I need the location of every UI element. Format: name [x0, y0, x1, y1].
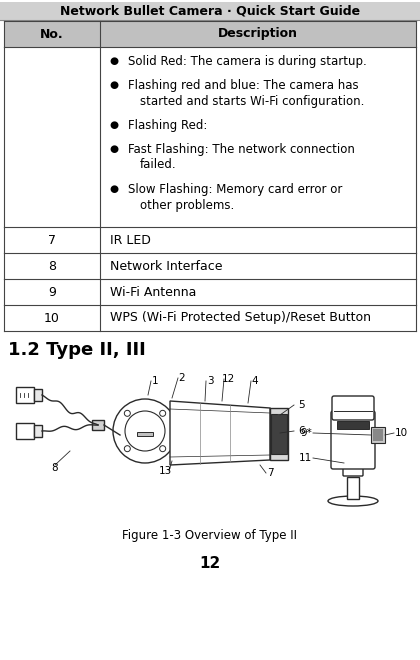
FancyBboxPatch shape	[16, 387, 34, 403]
Text: 10: 10	[44, 312, 60, 325]
Text: 8: 8	[48, 259, 56, 273]
Circle shape	[113, 399, 177, 463]
Bar	[347, 477, 359, 499]
Text: 10: 10	[395, 428, 408, 438]
Bar	[4, 47, 416, 227]
Text: WPS (Wi-Fi Protected Setup)/Reset Button: WPS (Wi-Fi Protected Setup)/Reset Button	[110, 312, 371, 325]
Bar	[34, 389, 42, 401]
Text: ●: ●	[110, 144, 118, 154]
Text: 7: 7	[48, 234, 56, 246]
Text: 12: 12	[200, 556, 221, 570]
Circle shape	[160, 411, 165, 416]
Text: 7: 7	[267, 468, 273, 478]
Bar	[4, 253, 416, 279]
Bar	[92, 420, 104, 430]
Bar	[4, 279, 416, 305]
Bar	[4, 227, 416, 253]
Text: Figure 1-3 Overview of Type II: Figure 1-3 Overview of Type II	[123, 529, 297, 541]
Text: 5: 5	[298, 400, 304, 410]
Text: started and starts Wi-Fi configuration.: started and starts Wi-Fi configuration.	[140, 94, 365, 108]
Text: 13: 13	[158, 466, 172, 476]
Text: ●: ●	[110, 56, 118, 66]
Text: IR LED: IR LED	[110, 234, 151, 246]
Text: 11: 11	[299, 453, 312, 463]
Text: 9*: 9*	[300, 428, 312, 438]
Text: failed.: failed.	[140, 158, 177, 172]
Text: 12: 12	[221, 374, 235, 384]
Text: ●: ●	[110, 80, 118, 90]
Bar	[0, 2, 420, 20]
Text: Network Bullet Camera · Quick Start Guide: Network Bullet Camera · Quick Start Guid…	[60, 5, 360, 18]
Bar	[271, 414, 287, 454]
Text: Network Interface: Network Interface	[110, 259, 223, 273]
Ellipse shape	[328, 496, 378, 506]
Bar	[34, 425, 42, 437]
FancyBboxPatch shape	[16, 423, 34, 439]
Bar	[4, 305, 416, 331]
Text: ●: ●	[110, 120, 118, 130]
Text: 4: 4	[252, 376, 258, 386]
FancyBboxPatch shape	[331, 411, 375, 469]
Text: Slow Flashing: Memory card error or: Slow Flashing: Memory card error or	[128, 183, 342, 195]
Text: 1.2 Type II, III: 1.2 Type II, III	[8, 341, 146, 359]
Bar	[371, 427, 385, 443]
Text: 3: 3	[207, 376, 213, 386]
Bar	[270, 408, 288, 460]
Text: ●: ●	[110, 184, 118, 194]
Bar	[373, 429, 383, 441]
Text: 9: 9	[48, 286, 56, 298]
Text: No.: No.	[40, 28, 64, 40]
Circle shape	[125, 411, 165, 451]
Text: Solid Red: The camera is during startup.: Solid Red: The camera is during startup.	[128, 55, 367, 67]
Circle shape	[160, 446, 165, 451]
Text: Flashing red and blue: The camera has: Flashing red and blue: The camera has	[128, 79, 359, 92]
Text: 2: 2	[178, 373, 185, 383]
Text: Flashing Red:: Flashing Red:	[128, 119, 207, 131]
Text: other problems.: other problems.	[140, 199, 234, 211]
Circle shape	[277, 414, 281, 418]
Text: 1: 1	[152, 376, 158, 386]
Polygon shape	[170, 401, 270, 465]
Text: Fast Flashing: The network connection: Fast Flashing: The network connection	[128, 143, 355, 156]
Text: 8: 8	[52, 463, 58, 473]
FancyBboxPatch shape	[332, 396, 374, 420]
Circle shape	[124, 446, 130, 451]
Bar	[337, 421, 369, 429]
Text: Description: Description	[218, 28, 298, 40]
Text: Wi-Fi Antenna: Wi-Fi Antenna	[110, 286, 197, 298]
Circle shape	[124, 411, 130, 416]
Text: 6: 6	[298, 426, 304, 436]
Bar	[4, 21, 416, 47]
FancyBboxPatch shape	[343, 464, 363, 476]
Bar	[137, 432, 153, 436]
